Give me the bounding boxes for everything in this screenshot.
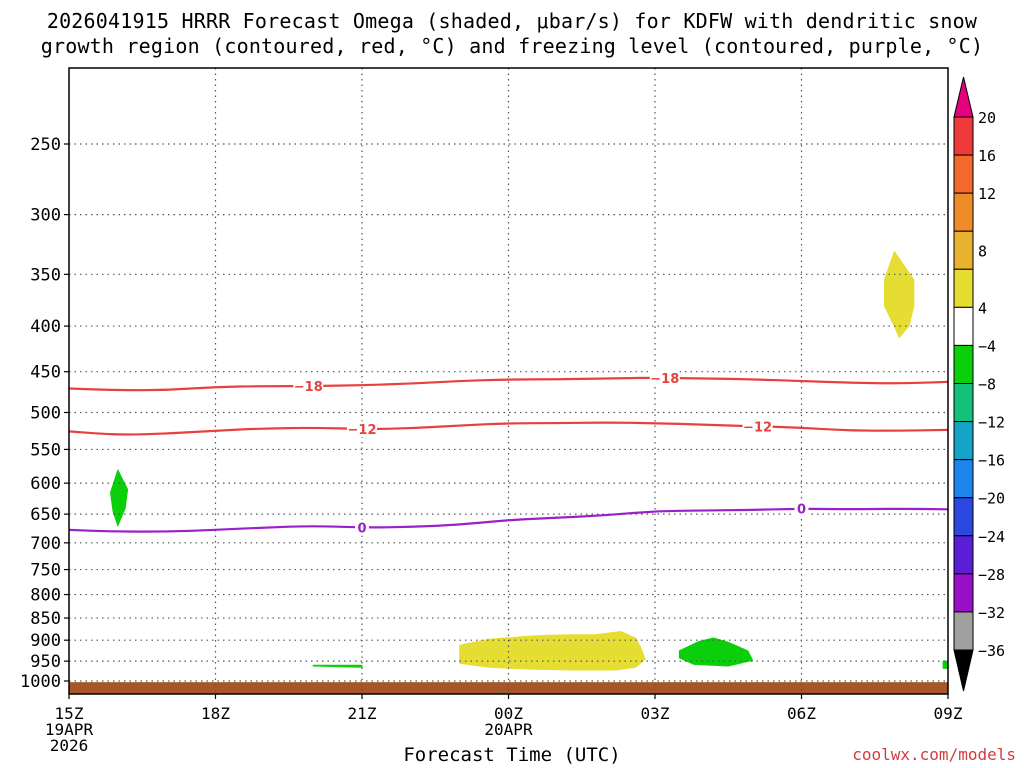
y-tick-label-1000: 1000 bbox=[20, 672, 61, 692]
contour-label-3-1: 0 bbox=[357, 522, 366, 537]
y-tick-label-550: 550 bbox=[30, 440, 61, 460]
axes-layer: 2503003504004505005506006507007508008509… bbox=[20, 67, 963, 755]
y-tick-label-350: 350 bbox=[30, 265, 61, 285]
y-tick-label-250: 250 bbox=[30, 135, 61, 155]
colorbar-tick-5: 4 bbox=[978, 299, 987, 317]
y-tick-label-950: 950 bbox=[30, 652, 61, 672]
colorbar-tick-10: −20 bbox=[978, 490, 1005, 508]
y-tick-label-600: 600 bbox=[30, 474, 61, 494]
contour-label-bg bbox=[347, 421, 377, 438]
colorbar-bin-6 bbox=[953, 306, 974, 346]
colorbar-tick-9: −16 bbox=[978, 452, 1005, 470]
contour-line-2 bbox=[68, 421, 949, 436]
colorbar-tick-2: 16 bbox=[978, 147, 996, 165]
colorbar-tick-7: −8 bbox=[978, 376, 996, 394]
credit-link[interactable]: coolwx.com/models bbox=[852, 745, 1016, 764]
omega-region-4 bbox=[678, 637, 754, 667]
x-tick-label-12-1: 03Z bbox=[641, 704, 670, 723]
contour-label-bg bbox=[649, 369, 680, 386]
colorbar-bin-4 bbox=[953, 230, 974, 270]
y-tick-label-450: 450 bbox=[30, 363, 61, 383]
contour-line-3 bbox=[68, 507, 949, 533]
y-tick-label-800: 800 bbox=[30, 586, 61, 606]
colorbar-bin-2 bbox=[953, 154, 974, 194]
colorbar-bin-12 bbox=[953, 535, 974, 575]
y-tick-label-850: 850 bbox=[30, 609, 61, 629]
x-tick-label-9-2: 20APR bbox=[484, 720, 533, 739]
contour-label-1-1: −18 bbox=[294, 380, 323, 395]
contour-label-bg bbox=[293, 378, 324, 395]
contour-label-1-2: −18 bbox=[650, 372, 679, 387]
colorbar-tick-13: −32 bbox=[978, 604, 1005, 622]
omega-region-3 bbox=[459, 631, 646, 671]
colorbar-tick-6: −4 bbox=[978, 337, 996, 355]
colorbar-bin-5 bbox=[953, 268, 974, 308]
chart-title-line-1: 2026041915 HRRR Forecast Omega (shaded, … bbox=[46, 9, 978, 33]
colorbar-bin-1 bbox=[953, 116, 974, 156]
omega-region-1 bbox=[884, 251, 915, 338]
colorbar: 20 16 12 8 4 −4 −8 −12 −16 −20 −24 −28 −32 −36 bbox=[953, 76, 1005, 692]
x-tick-label-9-1: 00Z bbox=[494, 704, 523, 723]
colorbar-tick-14: −36 bbox=[978, 642, 1005, 660]
contour-label-bg bbox=[742, 418, 773, 435]
x-tick-label-15-1: 06Z bbox=[787, 704, 816, 723]
terrain-fill bbox=[69, 682, 948, 694]
colorbar-cap-bottom bbox=[953, 649, 974, 692]
colorbar-bin-10 bbox=[953, 459, 974, 499]
colorbar-bin-7 bbox=[953, 344, 974, 384]
y-tick-label-300: 300 bbox=[30, 206, 61, 226]
y-tick-label-500: 500 bbox=[30, 404, 61, 424]
colorbar-bin-14 bbox=[953, 611, 974, 651]
colorbar-tick-11: −24 bbox=[978, 528, 1005, 546]
y-tick-label-750: 750 bbox=[30, 561, 61, 581]
omega-region-5 bbox=[312, 664, 363, 668]
contour-label-2-1: −12 bbox=[348, 423, 377, 438]
contour-label-bg bbox=[355, 519, 369, 536]
x-tick-label-0-3: 2026 bbox=[50, 736, 89, 755]
y-tick-label-900: 900 bbox=[30, 631, 61, 651]
x-axis-label: Forecast Time (UTC) bbox=[403, 744, 621, 766]
colorbar-bin-9 bbox=[953, 421, 974, 461]
x-tick-label-0-1: 15Z bbox=[55, 704, 84, 723]
colorbar-bin-11 bbox=[953, 497, 974, 537]
colorbar-tick-12: −28 bbox=[978, 566, 1005, 584]
x-tick-label-0-2: 19APR bbox=[45, 720, 94, 739]
chart-title-line-2: growth region (contoured, red, °C) and f… bbox=[40, 34, 984, 58]
colorbar-tick-4: 8 bbox=[978, 242, 987, 260]
colorbar-bin-3 bbox=[953, 192, 974, 232]
contour-label-bg bbox=[794, 500, 809, 517]
colorbar-tick-1: 20 bbox=[978, 109, 996, 127]
contour-label-3-2: 0 bbox=[797, 503, 806, 518]
y-tick-label-650: 650 bbox=[30, 505, 61, 525]
contour-layer bbox=[68, 376, 949, 533]
colorbar-bin-13 bbox=[953, 573, 974, 613]
omega-shading-layer bbox=[110, 251, 949, 671]
colorbar-cap-top bbox=[953, 76, 974, 118]
omega-region-2 bbox=[110, 469, 129, 527]
x-tick-label-18-1: 09Z bbox=[934, 704, 963, 723]
colorbar-tick-3: 12 bbox=[978, 185, 996, 203]
y-tick-label-700: 700 bbox=[30, 534, 61, 554]
contour-line-1 bbox=[68, 376, 949, 392]
contour-label-layer: −18 −18 −12 −12 0 0 bbox=[293, 369, 809, 537]
x-tick-label-3-1: 18Z bbox=[201, 704, 230, 723]
colorbar-bin-8 bbox=[953, 383, 974, 423]
x-tick-label-6-1: 21Z bbox=[348, 704, 377, 723]
colorbar-tick-8: −12 bbox=[978, 414, 1005, 432]
terrain-layer bbox=[69, 682, 948, 694]
contour-label-2-2: −12 bbox=[743, 420, 772, 435]
y-tick-label-400: 400 bbox=[30, 317, 61, 337]
